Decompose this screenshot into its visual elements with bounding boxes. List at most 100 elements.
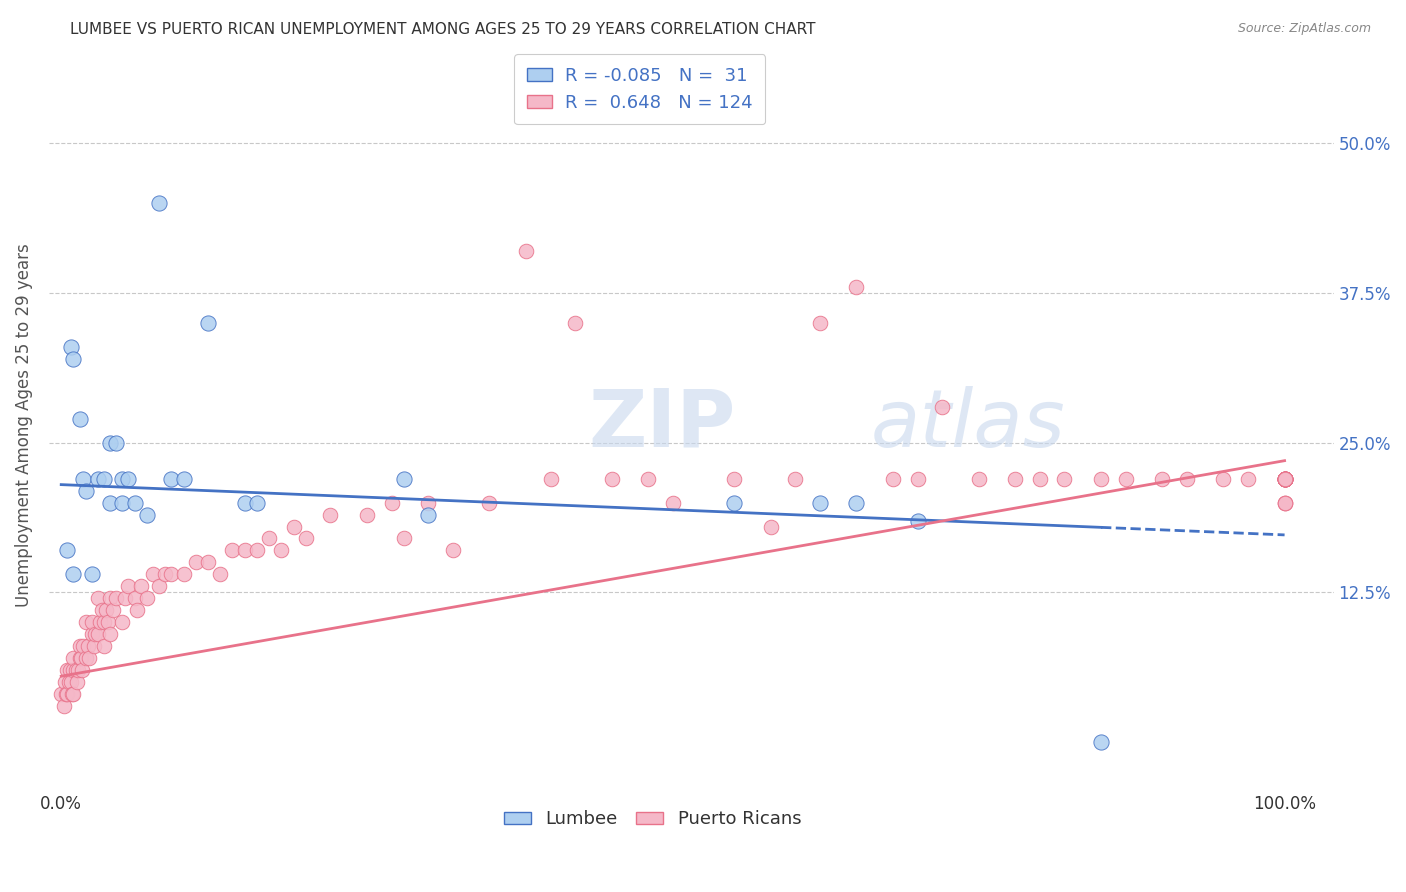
Point (882, 472, 904, 486)
Point (233, 495, 256, 509)
Point (59, 663, 82, 677)
Point (1274, 472, 1296, 486)
Point (845, 280, 868, 294)
Point (96, 603, 118, 617)
Point (1237, 472, 1260, 486)
Point (1274, 472, 1296, 486)
Point (69, 651, 91, 665)
Point (98, 627, 121, 641)
Point (56, 687, 79, 701)
Point (51, 687, 73, 701)
Point (101, 603, 124, 617)
Point (1029, 472, 1052, 486)
Point (1274, 472, 1296, 486)
Point (1274, 472, 1296, 486)
Point (270, 543, 292, 558)
Point (111, 615, 134, 630)
Point (160, 567, 183, 582)
Point (59, 675, 82, 690)
Point (66, 675, 89, 690)
Point (148, 196, 170, 211)
Point (1274, 472, 1296, 486)
Point (52, 699, 75, 714)
Point (1274, 472, 1296, 486)
Legend: Lumbee, Puerto Ricans: Lumbee, Puerto Ricans (496, 803, 808, 836)
Point (257, 532, 280, 546)
Point (80, 627, 103, 641)
Point (1090, 735, 1112, 749)
Point (53, 675, 76, 690)
Point (233, 543, 256, 558)
Point (153, 567, 176, 582)
Point (111, 495, 134, 509)
Point (1274, 472, 1296, 486)
Point (160, 472, 183, 486)
Point (93, 472, 115, 486)
Point (380, 495, 402, 509)
Point (564, 316, 586, 330)
Point (98, 591, 121, 606)
Point (72, 639, 94, 653)
Point (125, 603, 148, 617)
Point (1274, 472, 1296, 486)
Point (111, 472, 134, 486)
Point (117, 472, 139, 486)
Point (124, 591, 146, 606)
Point (65, 663, 87, 677)
Text: ZIP: ZIP (589, 385, 735, 464)
Point (723, 472, 745, 486)
Point (69, 639, 91, 653)
Y-axis label: Unemployment Among Ages 25 to 29 years: Unemployment Among Ages 25 to 29 years (15, 243, 32, 607)
Point (246, 543, 269, 558)
Point (1274, 472, 1296, 486)
Point (72, 472, 94, 486)
Point (1274, 472, 1296, 486)
Point (105, 591, 128, 606)
Point (295, 532, 318, 546)
Point (80, 567, 103, 582)
Point (1274, 472, 1296, 486)
Point (97, 615, 120, 630)
Point (785, 472, 807, 486)
Point (70, 663, 93, 677)
Point (221, 543, 243, 558)
Point (98, 495, 121, 509)
Point (392, 532, 415, 546)
Point (1274, 472, 1296, 486)
Point (418, 495, 440, 509)
Point (441, 543, 464, 558)
Point (1212, 472, 1234, 486)
Point (197, 556, 219, 570)
Point (209, 567, 232, 582)
Point (1274, 472, 1296, 486)
Point (135, 591, 157, 606)
Point (84, 627, 107, 641)
Point (56, 543, 79, 558)
Point (662, 495, 685, 509)
Point (1274, 495, 1296, 509)
Point (90, 603, 112, 617)
Point (55, 687, 77, 701)
Point (79, 651, 101, 665)
Point (148, 579, 170, 593)
Point (967, 472, 990, 486)
Point (808, 495, 831, 509)
Point (319, 508, 342, 522)
Point (142, 567, 165, 582)
Text: Source: ZipAtlas.com: Source: ZipAtlas.com (1237, 22, 1371, 36)
Point (540, 472, 562, 486)
Point (283, 519, 305, 533)
Point (845, 495, 868, 509)
Point (418, 508, 440, 522)
Point (759, 519, 782, 533)
Point (1274, 495, 1296, 509)
Point (1274, 472, 1296, 486)
Point (1274, 472, 1296, 486)
Point (1274, 495, 1296, 509)
Text: atlas: atlas (872, 385, 1066, 464)
Point (637, 472, 659, 486)
Point (1274, 472, 1296, 486)
Point (114, 591, 136, 606)
Point (907, 514, 929, 528)
Point (1090, 472, 1112, 486)
